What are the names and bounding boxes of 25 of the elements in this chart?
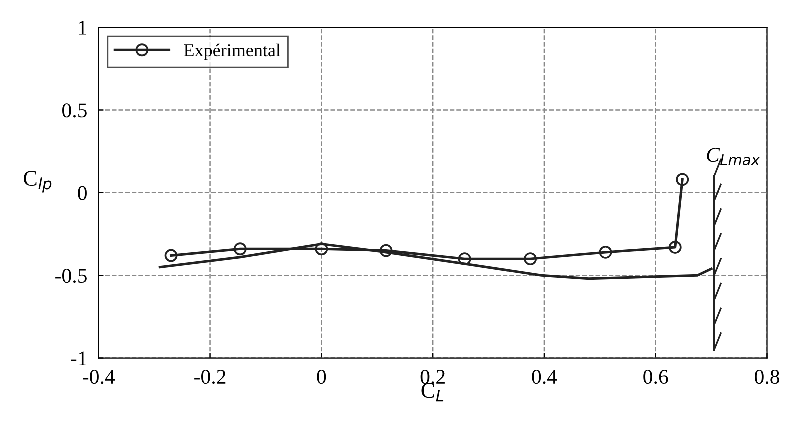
y-tick-label: 0 <box>78 186 87 200</box>
x-tick-label: 0.8 <box>755 370 780 384</box>
legend-label: Expérimental <box>184 44 281 60</box>
point <box>668 241 682 254</box>
point <box>676 173 690 186</box>
point <box>599 246 612 259</box>
point <box>524 252 538 266</box>
x-axis-title: C$_{L}$ <box>422 383 444 402</box>
y-axis-title: C$_{lp}$ <box>24 171 52 193</box>
y-tick-label: -0.5 <box>56 268 87 284</box>
y-tick-label: 0.5 <box>62 104 87 118</box>
y-tick-label: 1 <box>79 21 87 35</box>
x-tick-label: 0.2 <box>420 370 445 384</box>
ref-line-label: C$_{Lmax}$ <box>707 148 760 166</box>
y-tick-label: -1 <box>71 352 87 366</box>
x-tick-label: 0.6 <box>644 370 668 384</box>
point <box>458 252 472 266</box>
point <box>234 242 247 256</box>
point <box>380 244 393 258</box>
x-tick-label: -0.4 <box>83 370 116 384</box>
x-tick-label: 0.4 <box>532 370 558 384</box>
point <box>315 242 328 256</box>
point <box>164 249 178 262</box>
x-tick-label: -0.2 <box>194 370 226 384</box>
x-tick-label: 0 <box>317 370 326 384</box>
